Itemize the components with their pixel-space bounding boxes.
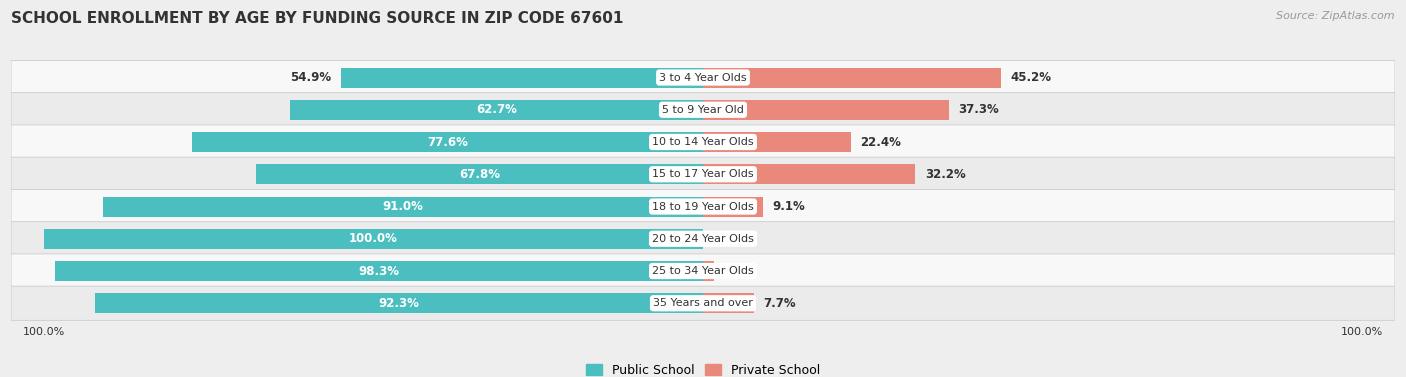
Bar xyxy=(342,67,703,87)
FancyBboxPatch shape xyxy=(11,222,1395,256)
Text: 32.2%: 32.2% xyxy=(925,168,966,181)
Bar xyxy=(703,100,949,120)
Text: 67.8%: 67.8% xyxy=(460,168,501,181)
Text: SCHOOL ENROLLMENT BY AGE BY FUNDING SOURCE IN ZIP CODE 67601: SCHOOL ENROLLMENT BY AGE BY FUNDING SOUR… xyxy=(11,11,624,26)
Text: 100.0%: 100.0% xyxy=(349,232,398,245)
FancyBboxPatch shape xyxy=(11,93,1395,127)
Text: 18 to 19 Year Olds: 18 to 19 Year Olds xyxy=(652,202,754,211)
FancyBboxPatch shape xyxy=(11,125,1395,159)
Bar xyxy=(703,293,754,313)
Bar xyxy=(290,100,703,120)
Text: 35 Years and over: 35 Years and over xyxy=(652,298,754,308)
Text: 92.3%: 92.3% xyxy=(378,297,419,310)
Text: 20 to 24 Year Olds: 20 to 24 Year Olds xyxy=(652,234,754,244)
Bar xyxy=(703,132,851,152)
Legend: Public School, Private School: Public School, Private School xyxy=(586,364,820,377)
Text: 5 to 9 Year Old: 5 to 9 Year Old xyxy=(662,105,744,115)
Bar xyxy=(191,132,703,152)
Bar xyxy=(703,196,763,216)
Text: 62.7%: 62.7% xyxy=(477,103,517,116)
FancyBboxPatch shape xyxy=(11,60,1395,95)
Bar xyxy=(703,67,1001,87)
Text: 7.7%: 7.7% xyxy=(763,297,796,310)
Text: 25 to 34 Year Olds: 25 to 34 Year Olds xyxy=(652,266,754,276)
Text: 37.3%: 37.3% xyxy=(959,103,1000,116)
Bar xyxy=(55,261,703,281)
Text: 9.1%: 9.1% xyxy=(773,200,806,213)
Bar xyxy=(703,164,915,184)
Bar xyxy=(96,293,703,313)
Text: 1.7%: 1.7% xyxy=(724,265,756,277)
Text: 77.6%: 77.6% xyxy=(427,135,468,149)
FancyBboxPatch shape xyxy=(11,189,1395,224)
Text: 22.4%: 22.4% xyxy=(860,135,901,149)
Bar xyxy=(44,229,703,249)
Text: 45.2%: 45.2% xyxy=(1011,71,1052,84)
FancyBboxPatch shape xyxy=(11,286,1395,320)
Bar xyxy=(104,196,703,216)
Text: 98.3%: 98.3% xyxy=(359,265,399,277)
Text: 10 to 14 Year Olds: 10 to 14 Year Olds xyxy=(652,137,754,147)
Text: 91.0%: 91.0% xyxy=(382,200,423,213)
FancyBboxPatch shape xyxy=(11,254,1395,288)
Text: 15 to 17 Year Olds: 15 to 17 Year Olds xyxy=(652,169,754,179)
Bar xyxy=(703,261,714,281)
Bar xyxy=(256,164,703,184)
Text: 0.0%: 0.0% xyxy=(713,232,745,245)
Text: 3 to 4 Year Olds: 3 to 4 Year Olds xyxy=(659,72,747,83)
FancyBboxPatch shape xyxy=(11,157,1395,192)
Text: 54.9%: 54.9% xyxy=(290,71,332,84)
Text: Source: ZipAtlas.com: Source: ZipAtlas.com xyxy=(1277,11,1395,21)
